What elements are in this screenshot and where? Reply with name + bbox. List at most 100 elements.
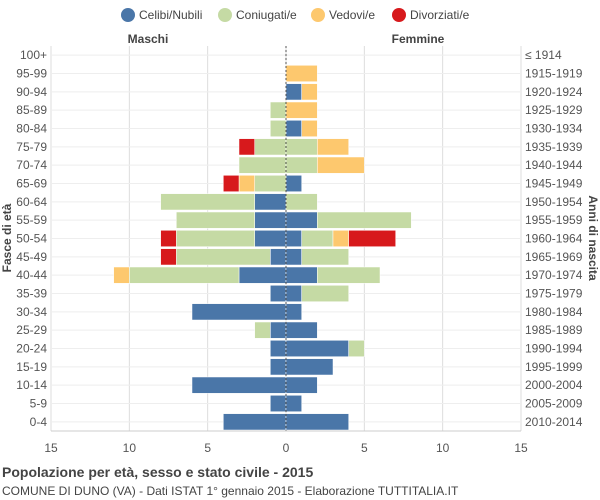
bar-female-50-54: [348, 230, 396, 247]
x-tick-label: 5: [361, 441, 368, 455]
birth-year-label: 1980-1984: [525, 305, 583, 319]
birth-year-label: 1915-1919: [525, 67, 583, 81]
age-group-label: 45-49: [16, 250, 47, 264]
bar-female-0-4: [285, 413, 349, 431]
bar-male-30-34: [191, 303, 287, 321]
legend-label: Coniugati/e: [236, 8, 297, 22]
bar-female-40-44: [285, 266, 318, 284]
bar-male-50-54: [160, 230, 177, 247]
bar-male-65-69: [254, 175, 287, 192]
birth-year-label: 1950-1954: [525, 195, 583, 209]
age-group-label: 90-94: [16, 85, 47, 99]
bar-male-0-4: [223, 413, 287, 431]
age-group-label: 20-24: [16, 342, 47, 356]
age-group-label: 70-74: [16, 158, 47, 172]
age-group-label: 50-54: [16, 232, 47, 246]
bar-male-40-44: [238, 266, 287, 284]
population-pyramid-chart: 15 10 5 0 5 10 15 100+ ≤ 1914 95-99 1915-1919 90-94…: [0, 8, 600, 455]
bar-female-55-59: [317, 211, 412, 229]
legend-label: Vedovi/e: [329, 8, 375, 22]
birth-year-label: 2000-2004: [525, 378, 583, 392]
birth-year-label: 2005-2009: [525, 397, 583, 411]
females-label: Femmine: [392, 32, 445, 46]
bar-female-85-89: [285, 101, 318, 119]
bar-male-40-44: [113, 266, 130, 284]
age-group-label: 60-64: [16, 195, 47, 209]
age-group-label: 40-44: [16, 268, 47, 282]
males-label: Maschi: [128, 32, 169, 46]
x-tick-label: 10: [436, 441, 450, 455]
birth-year-label: 1930-1934: [525, 122, 583, 136]
bar-male-10-14: [191, 376, 287, 394]
bar-female-45-49: [301, 248, 349, 266]
bar-female-5-9: [285, 395, 302, 412]
birth-year-label: 1990-1994: [525, 342, 583, 356]
bar-male-45-49: [270, 248, 287, 266]
y-axis-title-right: Anni di nascita: [586, 195, 600, 281]
chart-subtitle: COMUNE DI DUNO (VA) - Dati ISTAT 1° genn…: [2, 484, 459, 498]
x-tick-label: 15: [44, 441, 58, 455]
birth-year-label: 1925-1929: [525, 103, 583, 117]
chart-title: Popolazione per età, sesso e stato civil…: [2, 464, 314, 480]
birth-year-label: 1960-1964: [525, 232, 583, 246]
age-group-label: 25-29: [16, 323, 47, 337]
bar-male-55-59: [254, 211, 287, 229]
bar-male-80-84: [270, 120, 287, 137]
bar-female-35-39: [301, 285, 349, 302]
bar-male-45-49: [160, 248, 177, 266]
bar-male-40-44: [129, 266, 240, 284]
age-group-label: 95-99: [16, 67, 47, 81]
bar-female-55-59: [285, 211, 318, 229]
bar-male-5-9: [270, 395, 287, 412]
bar-male-75-79: [254, 138, 287, 156]
bar-male-25-29: [270, 321, 287, 339]
birth-year-label: 1920-1924: [525, 85, 583, 99]
bar-female-40-44: [317, 266, 381, 284]
age-group-label: 35-39: [16, 287, 47, 301]
bar-male-50-54: [254, 230, 287, 247]
bar-female-70-74: [317, 156, 365, 174]
age-group-label: 80-84: [16, 122, 47, 136]
x-tick-label: 15: [514, 441, 528, 455]
x-tick-label: 5: [204, 441, 211, 455]
y-axis-title-left: Fasce di età: [0, 203, 14, 272]
bar-female-75-79: [285, 138, 318, 156]
bar-female-20-24: [285, 340, 349, 357]
bar-male-25-29: [254, 321, 271, 339]
birth-year-label: 2010-2014: [525, 415, 583, 429]
bar-male-60-64: [254, 193, 287, 211]
legend-label: Divorziati/e: [410, 8, 470, 22]
age-group-label: 15-19: [16, 360, 47, 374]
bar-male-85-89: [270, 101, 287, 119]
bar-male-60-64: [160, 193, 255, 211]
birth-year-label: 1975-1979: [525, 287, 583, 301]
bar-male-15-19: [270, 358, 287, 376]
bar-female-70-74: [285, 156, 318, 174]
bar-male-20-24: [270, 340, 287, 357]
age-group-label: 30-34: [16, 305, 47, 319]
birth-year-label: 1965-1969: [525, 250, 583, 264]
bar-female-80-84: [285, 120, 302, 137]
bar-female-90-94: [301, 83, 318, 101]
bar-female-90-94: [285, 83, 302, 101]
bar-female-20-24: [348, 340, 365, 357]
age-group-label: 55-59: [16, 213, 47, 227]
bar-male-75-79: [238, 138, 255, 156]
bar-male-35-39: [270, 285, 287, 302]
birth-year-label: ≤ 1914: [525, 48, 562, 62]
bar-female-95-99: [285, 65, 318, 82]
age-group-label: 85-89: [16, 103, 47, 117]
bar-female-25-29: [285, 321, 318, 339]
age-group-label: 100+: [20, 48, 47, 62]
birth-year-label: 1995-1999: [525, 360, 583, 374]
birth-year-label: 1935-1939: [525, 140, 583, 154]
birth-year-label: 1945-1949: [525, 177, 583, 191]
birth-year-label: 1940-1944: [525, 158, 583, 172]
legend-marker: [121, 8, 135, 22]
bar-female-50-54: [285, 230, 302, 247]
bar-male-45-49: [176, 248, 271, 266]
age-group-label: 0-4: [30, 415, 48, 429]
bar-female-10-14: [285, 376, 318, 394]
bar-male-65-69: [223, 175, 240, 192]
bar-male-50-54: [176, 230, 255, 247]
